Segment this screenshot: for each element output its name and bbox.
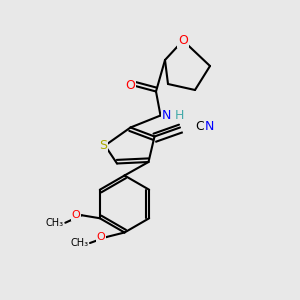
Text: O: O	[178, 34, 188, 47]
Text: N: N	[204, 120, 214, 133]
Text: H: H	[175, 109, 184, 122]
Text: CH₃: CH₃	[70, 238, 88, 248]
Text: O: O	[126, 79, 135, 92]
Text: S: S	[100, 139, 107, 152]
Text: O: O	[96, 232, 105, 242]
Text: N: N	[162, 109, 171, 122]
Text: CH₃: CH₃	[46, 218, 64, 228]
Text: O: O	[72, 210, 80, 220]
Text: C: C	[196, 120, 205, 133]
